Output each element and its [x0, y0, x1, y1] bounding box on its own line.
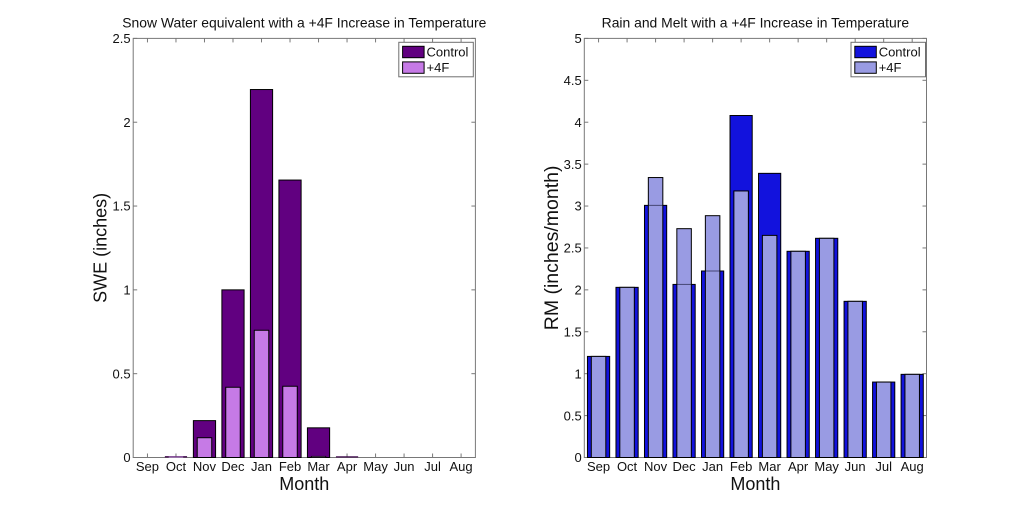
- svg-text:Apr: Apr: [337, 459, 358, 474]
- svg-text:Jan: Jan: [702, 459, 723, 474]
- svg-text:May: May: [363, 459, 388, 474]
- svg-text:+4F: +4F: [427, 60, 450, 75]
- svg-text:Oct: Oct: [166, 459, 187, 474]
- svg-text:Control: Control: [879, 45, 921, 60]
- svg-text:Jul: Jul: [875, 459, 892, 474]
- svg-text:Dec: Dec: [221, 459, 245, 474]
- svg-text:1: 1: [123, 283, 130, 298]
- svg-text:2: 2: [574, 283, 581, 298]
- svg-text:0: 0: [123, 450, 130, 465]
- svg-text:Month: Month: [279, 474, 329, 494]
- svg-text:Nov: Nov: [644, 459, 668, 474]
- svg-text:Dec: Dec: [673, 459, 697, 474]
- svg-text:Feb: Feb: [730, 459, 752, 474]
- svg-text:Jul: Jul: [424, 459, 441, 474]
- svg-text:3.5: 3.5: [564, 157, 582, 172]
- svg-text:Mar: Mar: [758, 459, 781, 474]
- svg-text:May: May: [814, 459, 839, 474]
- svg-text:0: 0: [574, 450, 581, 465]
- svg-text:2.5: 2.5: [113, 31, 131, 46]
- svg-text:1.5: 1.5: [113, 199, 131, 214]
- svg-text:3: 3: [574, 199, 581, 214]
- svg-text:Aug: Aug: [901, 459, 924, 474]
- svg-text:0.5: 0.5: [564, 408, 582, 423]
- svg-text:Jan: Jan: [251, 459, 272, 474]
- svg-text:2: 2: [123, 115, 130, 130]
- svg-text:RM (inches/month): RM (inches/month): [541, 166, 563, 331]
- svg-text:Control: Control: [427, 45, 469, 60]
- svg-text:4.5: 4.5: [564, 73, 582, 88]
- svg-text:Month: Month: [730, 474, 780, 494]
- svg-text:Rain and Melt with a +4F Incre: Rain and Melt with a +4F Increase in Tem…: [602, 15, 910, 31]
- svg-text:0.5: 0.5: [113, 366, 131, 381]
- svg-text:5: 5: [574, 31, 581, 46]
- svg-text:Mar: Mar: [307, 459, 330, 474]
- svg-text:+4F: +4F: [879, 60, 902, 75]
- svg-text:Sep: Sep: [587, 459, 610, 474]
- svg-text:Snow Water equivalent with a +: Snow Water equivalent with a +4F Increas…: [122, 15, 486, 31]
- svg-text:1.5: 1.5: [564, 324, 582, 339]
- svg-text:Nov: Nov: [193, 459, 217, 474]
- svg-text:4: 4: [574, 115, 581, 130]
- svg-text:Jun: Jun: [845, 459, 866, 474]
- svg-text:2.5: 2.5: [564, 241, 582, 256]
- svg-text:1: 1: [574, 366, 581, 381]
- svg-text:Jun: Jun: [394, 459, 415, 474]
- svg-text:Feb: Feb: [279, 459, 301, 474]
- svg-text:Apr: Apr: [788, 459, 809, 474]
- svg-text:Sep: Sep: [136, 459, 159, 474]
- svg-text:Aug: Aug: [450, 459, 473, 474]
- svg-text:SWE (inches): SWE (inches): [91, 193, 111, 303]
- svg-text:Oct: Oct: [617, 459, 638, 474]
